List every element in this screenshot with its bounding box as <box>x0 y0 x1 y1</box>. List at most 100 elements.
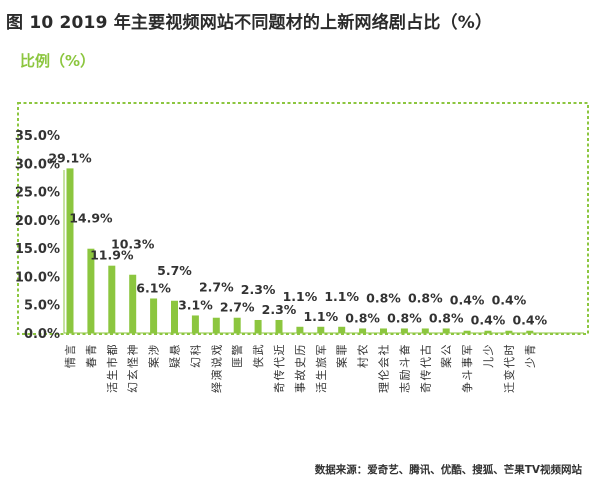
svg-text:警: 警 <box>230 345 244 356</box>
y-tick-label: 30.0% <box>15 157 60 172</box>
svg-text:怪: 怪 <box>126 357 140 368</box>
y-tick-label: 10.0% <box>15 270 60 285</box>
svg-text:伦: 伦 <box>377 370 391 381</box>
svg-text:公: 公 <box>440 345 453 356</box>
svg-text:事: 事 <box>294 382 307 393</box>
data-label: 6.1% <box>136 280 171 295</box>
svg-text:故: 故 <box>293 370 307 381</box>
x-tick-label: 警匪 <box>230 345 244 369</box>
plot-border <box>17 102 589 335</box>
svg-text:军: 军 <box>461 345 474 356</box>
bar <box>338 326 346 333</box>
svg-text:农: 农 <box>356 345 370 356</box>
bar <box>171 300 178 333</box>
svg-text:匪: 匪 <box>231 357 244 368</box>
x-tick-label: 青少 <box>524 345 537 369</box>
svg-text:青: 青 <box>85 345 98 356</box>
svg-text:儿: 儿 <box>482 357 495 368</box>
bar <box>87 248 95 333</box>
svg-text:志: 志 <box>398 382 411 393</box>
svg-text:争: 争 <box>460 382 474 393</box>
svg-text:市: 市 <box>105 357 119 368</box>
y-tick-label: 15.0% <box>15 242 60 257</box>
svg-text:村: 村 <box>356 357 370 368</box>
x-tick-label: 科幻 <box>188 345 202 369</box>
svg-text:传: 传 <box>419 370 432 381</box>
svg-text:奇: 奇 <box>419 382 432 393</box>
svg-text:斗: 斗 <box>461 370 474 381</box>
svg-text:变: 变 <box>502 370 516 381</box>
data-label: 3.1% <box>178 297 213 312</box>
svg-text:社: 社 <box>377 345 391 356</box>
svg-text:罪: 罪 <box>336 345 349 356</box>
bar <box>275 319 283 333</box>
x-tick-label: 少儿 <box>482 345 495 369</box>
svg-text:励: 励 <box>398 370 411 381</box>
bar <box>254 319 262 333</box>
svg-text:少: 少 <box>524 357 537 368</box>
bar <box>484 330 492 333</box>
bar <box>191 315 199 333</box>
svg-text:神: 神 <box>126 345 140 356</box>
svg-text:传: 传 <box>273 370 286 381</box>
svg-text:武: 武 <box>252 345 265 356</box>
svg-text:言: 言 <box>64 345 77 356</box>
svg-text:事: 事 <box>461 357 474 368</box>
bar <box>442 328 450 333</box>
data-label: 1.1% <box>324 289 359 304</box>
svg-text:侠: 侠 <box>252 357 265 368</box>
bar <box>526 330 534 333</box>
bar <box>108 265 116 333</box>
y-axis-label: 比例（%） <box>20 52 96 70</box>
bar <box>317 326 325 333</box>
svg-text:活: 活 <box>106 382 119 393</box>
data-label: 10.3% <box>111 237 155 252</box>
svg-text:案: 案 <box>147 357 161 368</box>
svg-text:旅: 旅 <box>314 357 328 368</box>
data-label: 0.8% <box>387 310 422 325</box>
chart-title: 图 10 2019 年主要视频网站不同题材的上新网络剧占比（%） <box>6 13 493 33</box>
svg-text:涉: 涉 <box>147 345 161 356</box>
x-tick-label: 农村 <box>356 345 370 369</box>
svg-text:幻: 幻 <box>127 382 140 393</box>
bar <box>421 328 429 333</box>
data-label: 0.8% <box>366 290 401 305</box>
svg-text:幻: 幻 <box>189 357 202 368</box>
x-tick-label: 言情 <box>64 345 77 369</box>
svg-text:理: 理 <box>378 382 391 393</box>
svg-text:近: 近 <box>273 345 286 356</box>
svg-text:代: 代 <box>419 357 432 368</box>
y-tick-label: 25.0% <box>15 186 60 201</box>
data-label: 0.4% <box>492 293 527 308</box>
x-tick-label: 悬疑 <box>169 345 182 369</box>
bar <box>380 328 387 333</box>
svg-text:奇: 奇 <box>273 382 286 393</box>
bar <box>296 326 304 333</box>
svg-text:玄: 玄 <box>126 370 140 381</box>
data-label: 0.8% <box>408 290 443 305</box>
svg-text:代: 代 <box>503 357 516 368</box>
data-label: 11.9% <box>90 248 134 263</box>
svg-text:悬: 悬 <box>169 345 182 356</box>
svg-text:奋: 奋 <box>397 345 411 356</box>
data-label: 29.1% <box>48 150 92 165</box>
bar <box>400 328 408 333</box>
x-tick-label: 青春 <box>85 345 98 369</box>
bar <box>463 330 471 333</box>
y-tick-label: 5.0% <box>24 299 60 314</box>
svg-text:史: 史 <box>294 357 307 368</box>
svg-text:生: 生 <box>105 370 119 381</box>
x-tick-label: 公案 <box>439 345 453 369</box>
bar <box>233 317 241 333</box>
bar <box>212 317 220 333</box>
svg-text:情: 情 <box>64 357 77 368</box>
svg-text:生: 生 <box>314 370 328 381</box>
data-label: 2.3% <box>241 282 276 297</box>
svg-text:绎: 绎 <box>210 382 223 393</box>
